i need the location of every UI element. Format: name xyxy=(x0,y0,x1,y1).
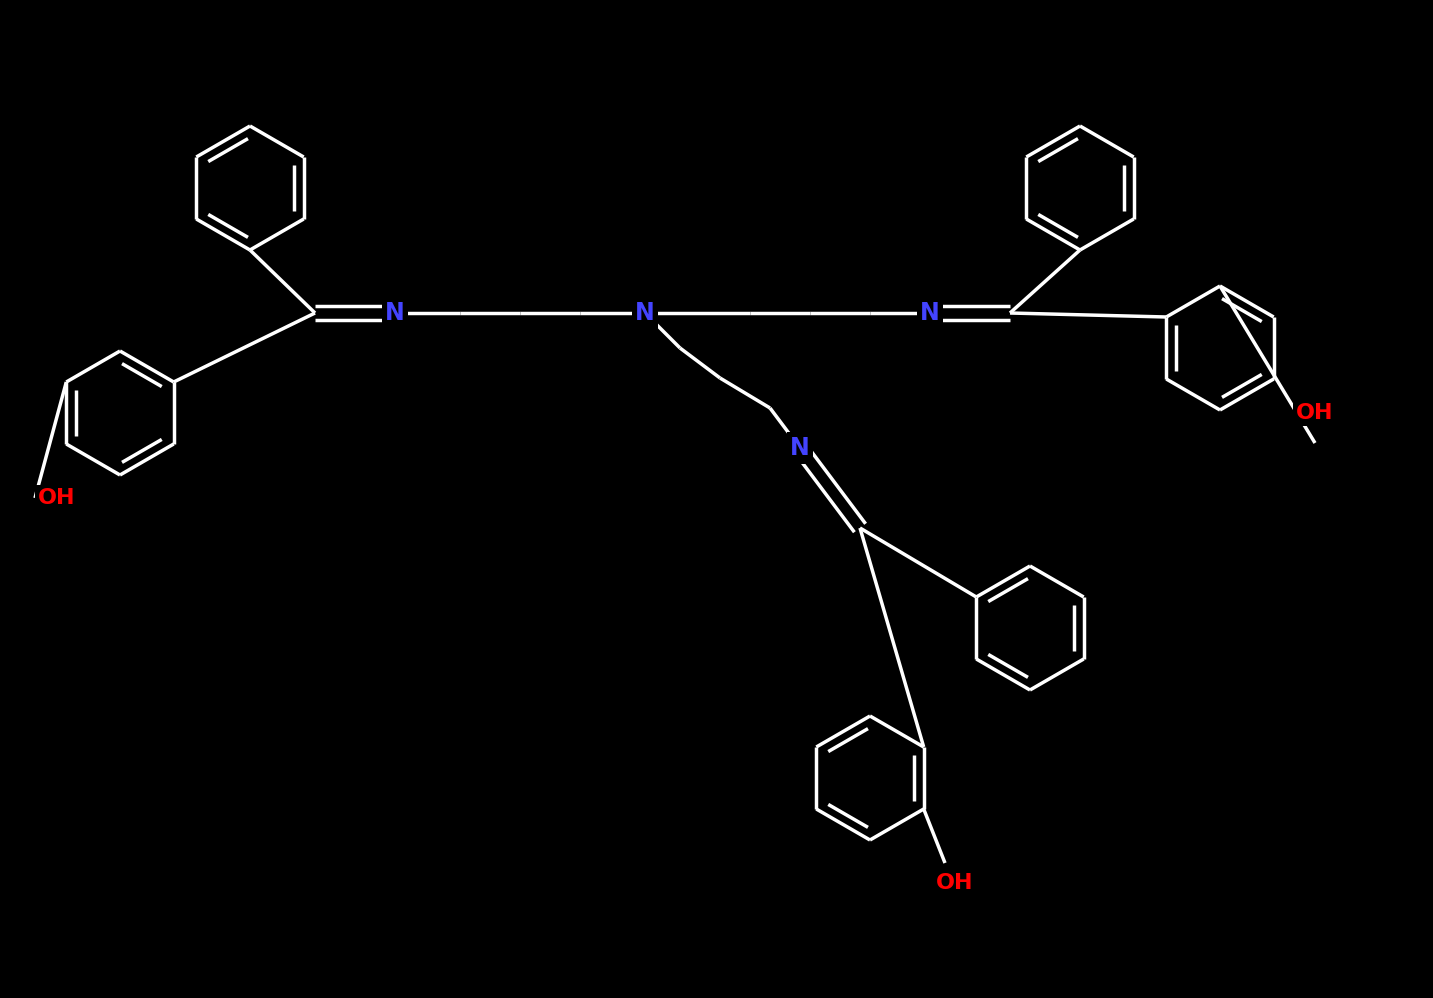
Text: N: N xyxy=(385,301,406,325)
Text: OH: OH xyxy=(39,488,76,508)
Text: N: N xyxy=(920,301,940,325)
Text: OH: OH xyxy=(1297,403,1334,423)
Text: OH: OH xyxy=(936,873,974,893)
Text: N: N xyxy=(635,301,655,325)
Text: N: N xyxy=(790,436,810,460)
